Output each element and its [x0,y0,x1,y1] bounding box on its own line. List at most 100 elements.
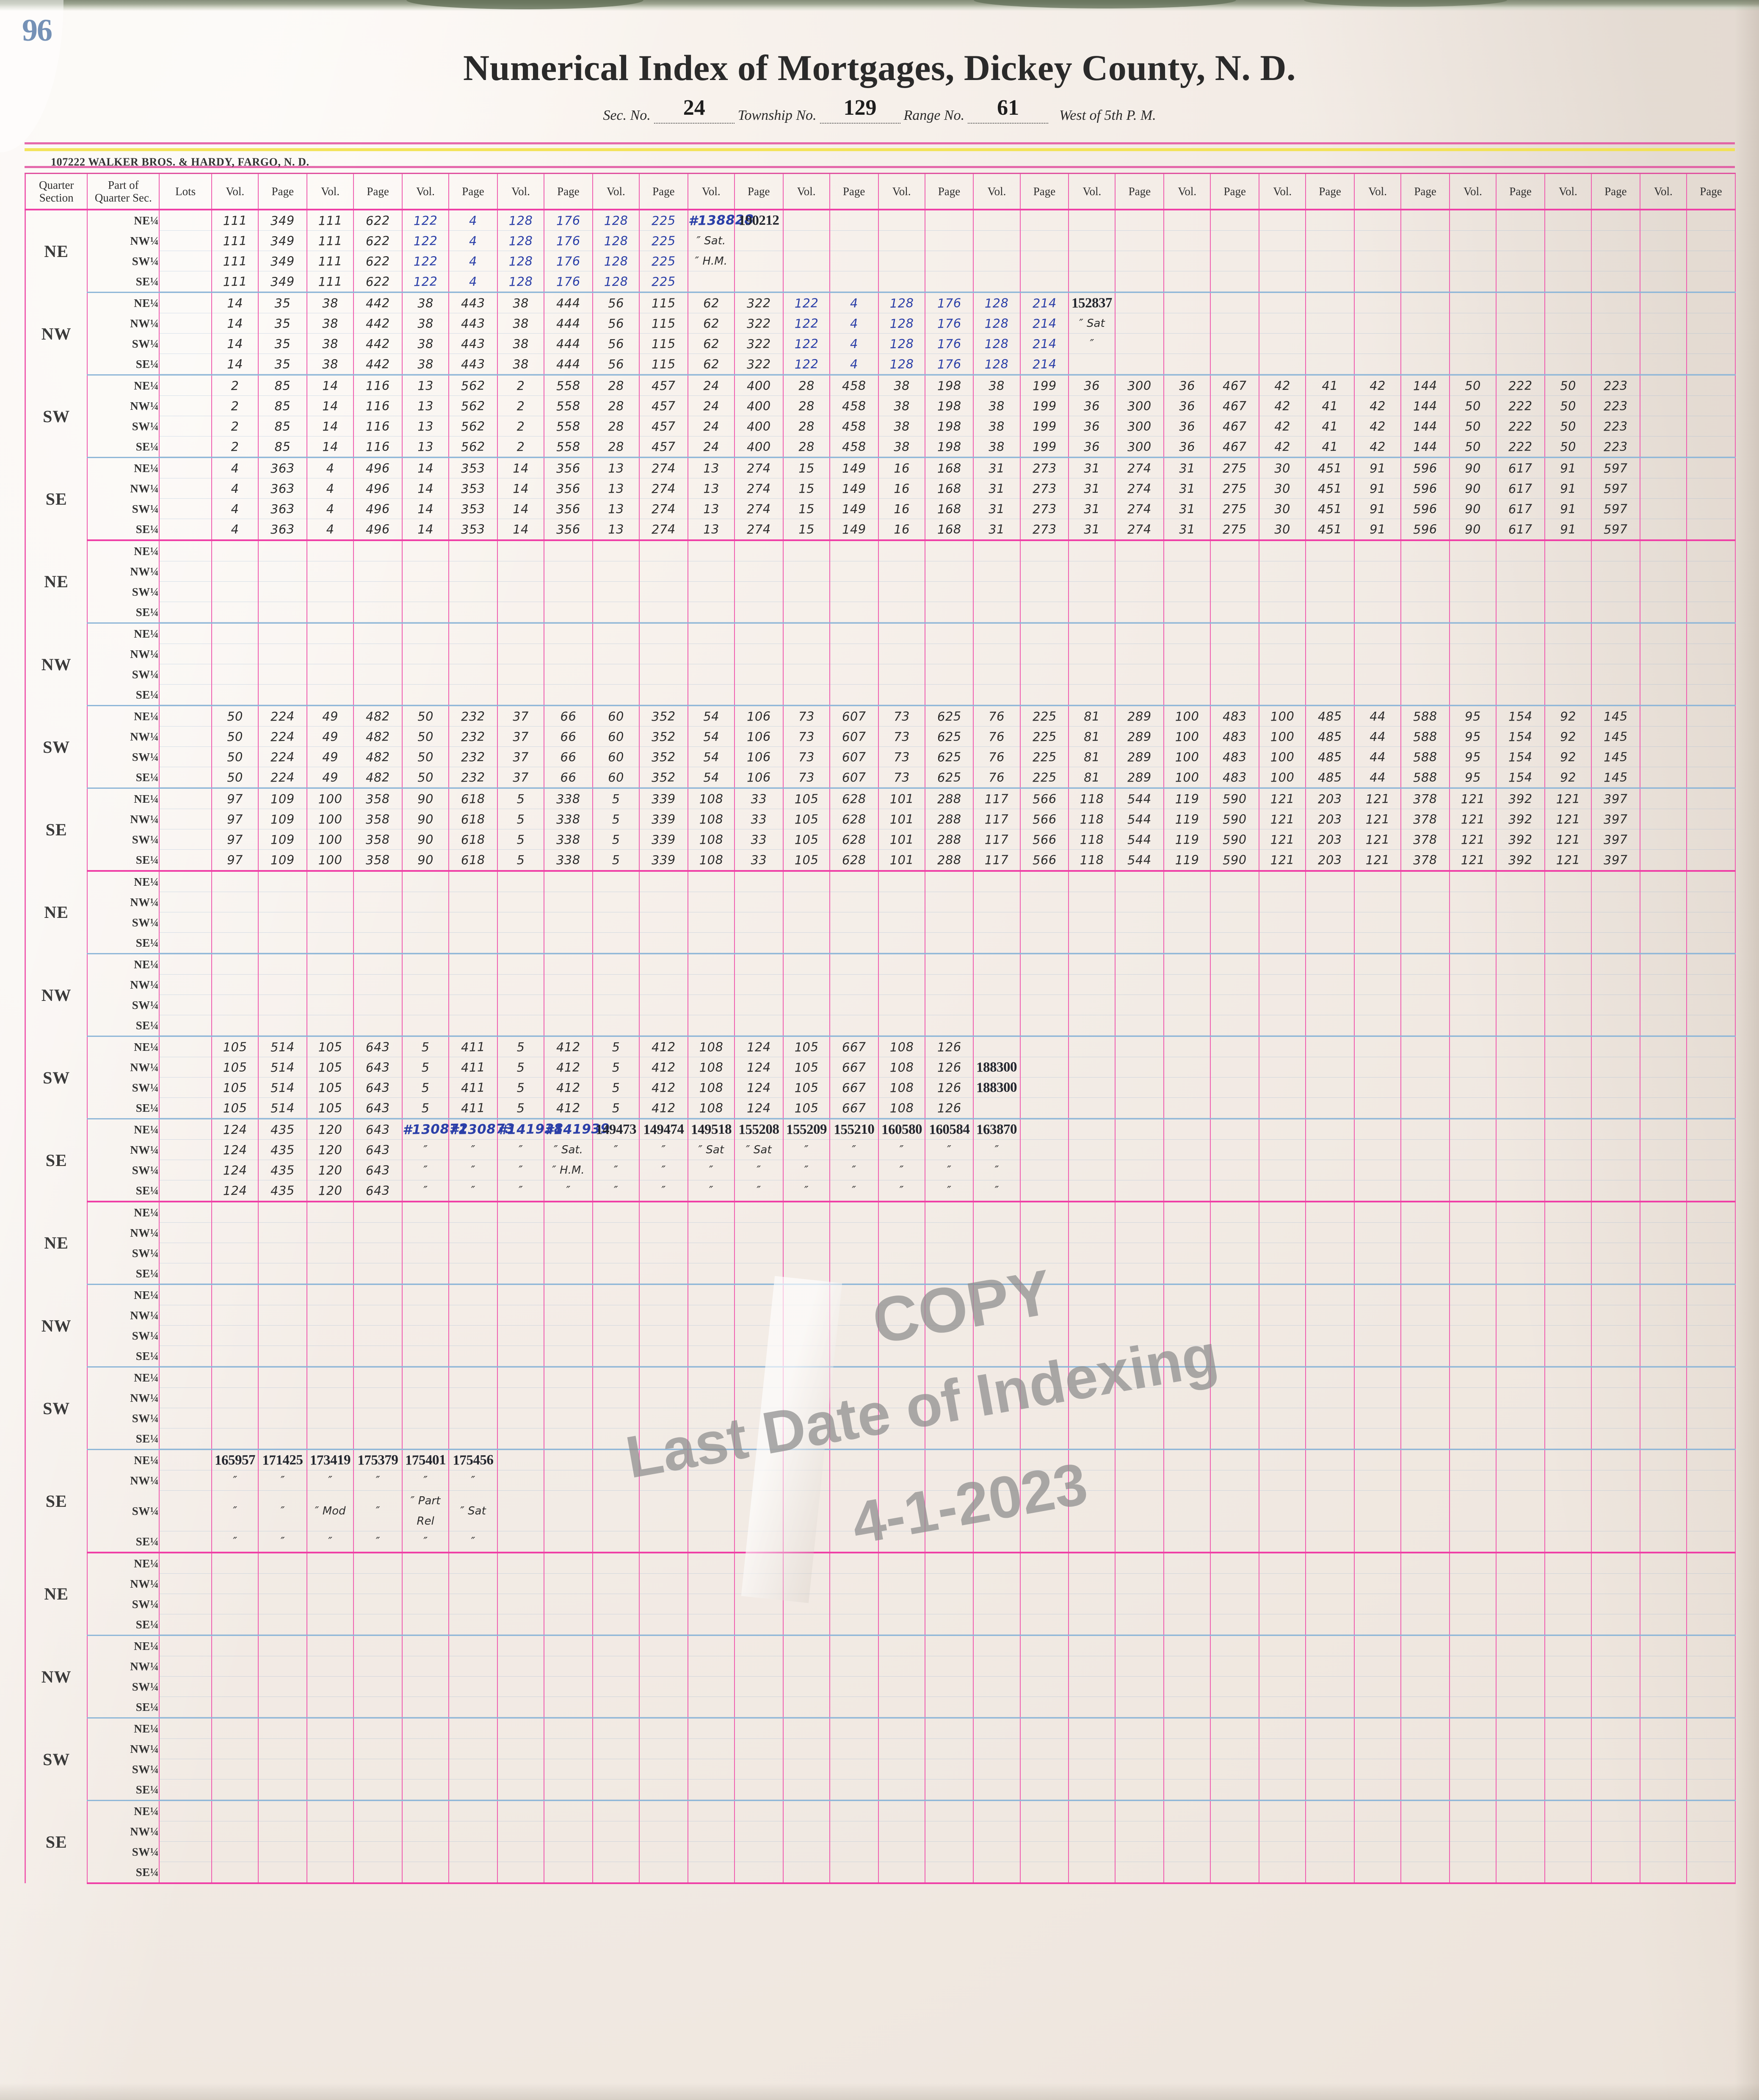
vol-cell-12[interactable]: 121 [1259,850,1306,872]
page-cell-6[interactable] [734,1739,784,1759]
page-cell-15[interactable]: 597 [1591,457,1640,478]
vol-cell-13[interactable] [1354,1263,1402,1285]
vol-cell-15[interactable] [1544,334,1592,354]
lots-cell[interactable] [159,210,213,231]
vol-cell-9[interactable] [973,271,1021,293]
vol-cell-11[interactable] [1164,1223,1211,1243]
page-cell-2[interactable]: 442 [353,354,403,376]
vol-cell-6[interactable] [688,1326,735,1346]
lots-cell[interactable] [159,1677,213,1697]
vol-cell-15[interactable] [1544,1180,1592,1202]
vol-cell-8[interactable] [878,1388,925,1408]
page-cell-15[interactable]: 397 [1591,850,1640,872]
page-cell-1[interactable]: 435 [258,1119,308,1140]
page-cell-12[interactable] [1306,602,1355,624]
page-cell-6[interactable]: 33 [734,829,784,850]
page-cell-2[interactable] [353,1718,403,1739]
lots-cell[interactable] [159,1594,213,1614]
vol-cell-11[interactable] [1164,1140,1211,1160]
page-cell-7[interactable] [829,1697,879,1719]
vol-cell-3[interactable] [402,1284,450,1305]
vol-cell-1[interactable] [212,1862,259,1884]
vol-cell-16[interactable] [1640,313,1687,334]
vol-cell-1[interactable] [212,1326,259,1346]
vol-cell-1[interactable] [212,871,259,892]
page-cell-1[interactable]: 109 [258,850,308,872]
vol-cell-1[interactable]: 105 [212,1036,259,1057]
vol-cell-5[interactable] [592,1326,640,1346]
page-cell-11[interactable]: 275 [1210,499,1260,519]
page-cell-10[interactable] [1115,1429,1165,1450]
vol-cell-15[interactable] [1544,1119,1592,1140]
page-cell-10[interactable]: 544 [1115,829,1165,850]
vol-cell-10[interactable]: 36 [1069,416,1116,437]
page-cell-4[interactable] [544,1470,593,1491]
page-cell-6[interactable]: ″ [734,1180,784,1202]
page-cell-5[interactable] [639,1449,688,1470]
page-cell-11[interactable]: 467 [1210,375,1260,396]
vol-cell-7[interactable]: 15 [783,457,830,478]
vol-cell-15[interactable]: 92 [1544,705,1592,727]
page-cell-1[interactable] [258,1821,308,1842]
page-cell-3[interactable] [449,1408,498,1429]
page-cell-10[interactable]: 289 [1115,747,1165,767]
page-cell-6[interactable]: 124 [734,1098,784,1119]
vol-cell-7[interactable] [783,540,830,561]
vol-cell-12[interactable] [1259,271,1306,293]
vol-cell-3[interactable]: 50 [402,727,450,747]
vol-cell-5[interactable]: ″ [592,1140,640,1160]
page-cell-11[interactable] [1210,1718,1260,1739]
vol-cell-15[interactable] [1544,1284,1592,1305]
page-cell-3[interactable] [449,644,498,664]
page-cell-11[interactable] [1210,664,1260,685]
vol-cell-16[interactable] [1640,1862,1687,1884]
page-cell-12[interactable] [1306,313,1355,334]
vol-cell-8[interactable] [878,1779,925,1801]
vol-cell-9[interactable]: 38 [973,375,1021,396]
vol-cell-11[interactable] [1164,953,1211,975]
vol-cell-14[interactable] [1449,1036,1497,1057]
vol-cell-8[interactable] [878,1635,925,1656]
vol-cell-15[interactable]: 91 [1544,478,1592,499]
page-cell-4[interactable]: 444 [544,334,593,354]
page-cell-13[interactable] [1401,1388,1450,1408]
page-cell-12[interactable] [1306,271,1355,293]
vol-cell-16[interactable] [1640,1491,1687,1531]
vol-cell-12[interactable] [1259,602,1306,624]
page-cell-10[interactable]: 274 [1115,457,1165,478]
vol-cell-12[interactable] [1259,1594,1306,1614]
page-cell-1[interactable] [258,1429,308,1450]
page-cell-7[interactable] [829,210,879,231]
vol-cell-7[interactable] [783,1677,830,1697]
page-cell-14[interactable] [1496,1057,1545,1078]
page-cell-4[interactable] [544,953,593,975]
page-cell-15[interactable]: 397 [1591,788,1640,809]
page-cell-14[interactable] [1496,1036,1545,1057]
vol-cell-13[interactable] [1354,1449,1402,1470]
vol-cell-14[interactable] [1449,582,1497,602]
page-cell-1[interactable] [258,975,308,995]
vol-cell-6[interactable] [688,561,735,582]
vol-cell-14[interactable] [1449,1594,1497,1614]
page-cell-12[interactable] [1306,1697,1355,1719]
vol-cell-14[interactable] [1449,1408,1497,1429]
page-cell-2[interactable]: 116 [353,437,403,458]
page-cell-8[interactable]: 288 [925,850,974,872]
page-cell-3[interactable] [449,1202,498,1223]
page-cell-8[interactable] [925,1202,974,1223]
page-cell-3[interactable]: ″ [449,1160,498,1180]
vol-cell-14[interactable] [1449,1635,1497,1656]
page-cell-13[interactable] [1401,953,1450,975]
page-cell-13[interactable] [1401,1677,1450,1697]
page-cell-2[interactable] [353,623,403,644]
page-cell-4[interactable] [544,1697,593,1719]
page-cell-8[interactable] [925,1842,974,1862]
vol-cell-4[interactable] [497,1015,545,1037]
vol-cell-2[interactable] [307,995,354,1015]
page-cell-1[interactable]: 363 [258,499,308,519]
lots-cell[interactable] [159,1697,213,1719]
page-cell-3[interactable]: 443 [449,354,498,376]
vol-cell-15[interactable]: 91 [1544,519,1592,541]
vol-cell-4[interactable]: 5 [497,829,545,850]
vol-cell-9[interactable] [973,685,1021,706]
